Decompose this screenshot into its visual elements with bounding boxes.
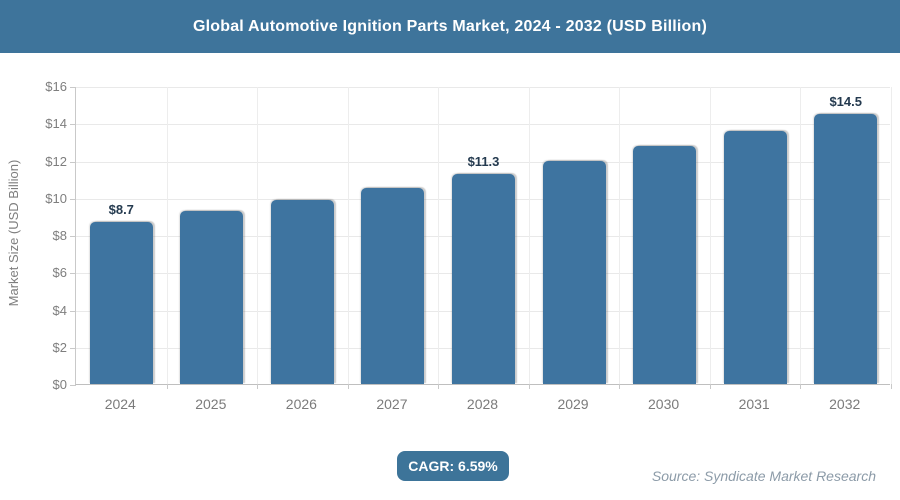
x-gridline — [347, 87, 349, 384]
y-tick-label: $10 — [45, 190, 67, 206]
y-tick-mark — [70, 124, 76, 126]
y-gridline — [76, 124, 890, 126]
x-tick-label-2031: 2031 — [738, 396, 770, 412]
x-tick-mark — [709, 384, 711, 389]
x-gridline — [438, 87, 440, 384]
y-tick-label: $0 — [52, 377, 67, 392]
chart-title: Global Automotive Ignition Parts Market,… — [192, 17, 708, 35]
x-tick-label-2024: 2024 — [104, 396, 136, 412]
x-tick-mark — [528, 384, 530, 389]
y-tick-mark — [70, 198, 76, 200]
y-tick-mark — [70, 87, 76, 88]
bar-2032[interactable]: $14.5 — [814, 94, 878, 384]
bar-2030[interactable] — [633, 145, 697, 384]
y-tick-mark — [70, 310, 76, 312]
plot-area: $8.7 $11.3 $14.5 — [70, 87, 892, 389]
bar-value-label: $11.3 — [467, 153, 500, 169]
x-tick-label-2025: 2025 — [195, 396, 227, 412]
x-tick-mark — [166, 384, 168, 389]
cagr-badge: CAGR: 6.59% — [397, 451, 509, 481]
bar-2027[interactable] — [361, 188, 425, 384]
y-tick-label: $4 — [52, 302, 67, 318]
y-tick-label: $12 — [45, 153, 67, 169]
x-tick-mark — [347, 384, 349, 389]
chart-title-bar: Global Automotive Ignition Parts Market,… — [0, 0, 900, 53]
x-tick-label-2032: 2032 — [829, 396, 861, 412]
y-tick-label: $16 — [45, 79, 67, 94]
x-tick-label-2029: 2029 — [557, 396, 589, 412]
x-tick-label-2026: 2026 — [285, 396, 317, 412]
bar-2029[interactable] — [542, 160, 606, 384]
y-tick-mark — [70, 236, 76, 237]
x-gridline — [891, 87, 892, 384]
y-axis-tick-labels: $0 $2 $4 $6 $8 $10 $12 $14 $16 — [0, 79, 67, 392]
x-gridline — [800, 87, 802, 384]
y-gridline — [76, 161, 890, 163]
bar-value-label: $14.5 — [829, 93, 862, 109]
y-tick-label: $6 — [52, 265, 67, 281]
y-gridline — [76, 87, 890, 88]
x-tick-mark — [800, 384, 802, 389]
x-tick-label-2028: 2028 — [466, 396, 499, 412]
cagr-badge-label: CAGR: 6.59% — [408, 458, 498, 474]
x-tick-mark — [438, 384, 440, 389]
y-tick-mark — [70, 347, 76, 349]
x-gridline — [257, 87, 259, 384]
x-tick-label-2030: 2030 — [648, 396, 680, 412]
bar-2028[interactable]: $11.3 — [452, 154, 515, 384]
y-tick-label: $14 — [45, 116, 67, 132]
y-tick-mark — [70, 385, 76, 386]
bar-2024[interactable]: $8.7 — [89, 202, 153, 384]
y-tick-mark — [70, 273, 76, 275]
y-tick-mark — [70, 161, 76, 163]
bar-2031[interactable] — [723, 130, 787, 384]
x-axis-tick-labels: 2024 2025 2026 2027 2028 2029 2030 2031 2032 — [75, 396, 890, 416]
bar-2026[interactable] — [270, 199, 334, 384]
x-tick-mark — [891, 384, 892, 389]
x-tick-label-2027: 2027 — [376, 396, 408, 412]
x-gridline — [166, 87, 168, 384]
y-tick-label: $8 — [52, 228, 67, 243]
x-tick-mark — [257, 384, 259, 389]
bar-2025[interactable] — [180, 210, 244, 384]
x-gridline — [528, 87, 530, 384]
bar-value-label: $8.7 — [108, 201, 134, 217]
x-gridline — [619, 87, 621, 384]
source-credit: Source: Syndicate Market Research — [651, 468, 876, 484]
x-tick-mark — [619, 384, 621, 389]
y-tick-label: $2 — [52, 339, 67, 355]
x-gridline — [709, 87, 711, 384]
